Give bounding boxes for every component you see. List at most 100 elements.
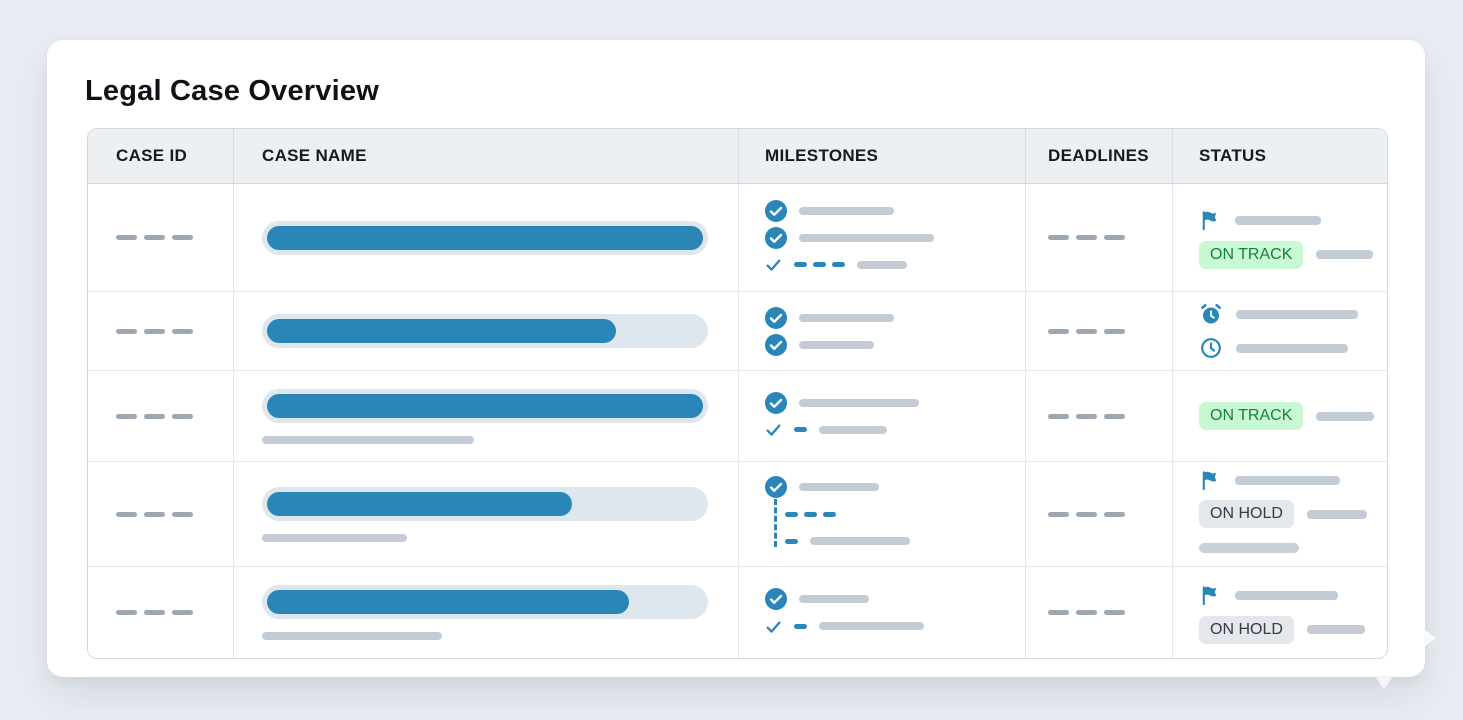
milestone-dashes <box>794 623 807 629</box>
clock-icon <box>1199 336 1223 360</box>
flag-icon <box>1199 469 1222 492</box>
blue-dash-placeholder <box>785 538 798 544</box>
case-name-progress-fill <box>267 393 703 418</box>
milestone-dashes <box>785 538 798 544</box>
table-row[interactable]: ON TRACK <box>88 370 1387 461</box>
status-list: ON TRACK <box>1199 204 1387 272</box>
case-id-placeholder <box>116 511 233 517</box>
column-header-deadlines: DEADLINES <box>1026 129 1173 183</box>
milestone-item <box>765 586 1025 612</box>
status-item: ON HOLD <box>1199 500 1387 528</box>
dash-placeholder <box>172 328 193 334</box>
status-item <box>1199 207 1387 235</box>
case-name-progress-track <box>262 486 708 521</box>
milestone-bar <box>799 398 919 407</box>
milestone-bar <box>810 537 910 545</box>
case-name-progress-track <box>262 220 708 255</box>
page-title: Legal Case Overview <box>85 75 379 107</box>
dash-placeholder <box>1104 328 1125 334</box>
dash-placeholder <box>1104 610 1125 615</box>
milestones-cell <box>739 292 1026 370</box>
milestone-bar <box>799 483 879 491</box>
dash-placeholder <box>116 328 137 334</box>
milestone-bar <box>799 595 869 603</box>
dash-placeholder <box>144 610 165 615</box>
case-id-cell <box>88 371 234 461</box>
status-item <box>1199 582 1387 610</box>
milestones-cell <box>739 371 1026 461</box>
case-id-cell <box>88 184 234 291</box>
milestone-dashes <box>794 262 845 267</box>
dash-placeholder <box>1076 610 1097 615</box>
check-icon <box>765 421 782 438</box>
dash-placeholder <box>1076 511 1097 517</box>
milestone-list <box>765 198 1025 278</box>
check-circle-icon <box>765 476 787 498</box>
blue-dash-placeholder <box>832 262 845 267</box>
case-name-progress-fill <box>267 590 629 614</box>
status-item <box>1199 466 1387 494</box>
milestones-cell <box>739 184 1026 291</box>
status-item <box>1199 534 1387 562</box>
case-id-placeholder <box>116 413 233 419</box>
case-name-progress-track <box>262 314 708 348</box>
case-id-cell <box>88 462 234 566</box>
status-list: ON HOLD <box>1199 463 1387 565</box>
milestone-item <box>765 332 1025 358</box>
case-id-cell <box>88 292 234 370</box>
deadlines-cell <box>1026 292 1173 370</box>
case-name-sub-bar <box>262 632 442 640</box>
milestone-item <box>765 528 1025 554</box>
column-header-status: STATUS <box>1199 146 1267 165</box>
status-cell: ON TRACK <box>1173 184 1387 291</box>
dash-placeholder <box>116 511 137 517</box>
case-id-placeholder <box>116 610 233 615</box>
dash-placeholder <box>1048 511 1069 517</box>
status-item <box>1199 334 1387 362</box>
dash-placeholder <box>144 413 165 419</box>
flag-icon <box>1199 584 1222 607</box>
case-id-cell <box>88 567 234 658</box>
table-row[interactable]: ON HOLD <box>88 461 1387 566</box>
deadline-placeholder <box>1048 235 1172 240</box>
dash-placeholder <box>144 328 165 334</box>
column-header-case-name: CASE NAME <box>234 129 739 183</box>
table-header-row: CASE ID CASE NAME MILESTONES DEADLINES S… <box>88 129 1387 184</box>
deadline-placeholder <box>1048 328 1172 334</box>
status-list: ON TRACK <box>1199 399 1387 433</box>
status-badge: ON TRACK <box>1199 402 1304 430</box>
milestone-item <box>765 198 1025 224</box>
blue-dash-placeholder <box>804 511 817 517</box>
status-bar <box>1316 250 1374 259</box>
case-name-cell <box>234 292 739 370</box>
table-row[interactable]: ON HOLD <box>88 566 1387 658</box>
dash-placeholder <box>1048 413 1069 419</box>
status-badge: ON HOLD <box>1199 615 1294 644</box>
table-row[interactable]: ON TRACK <box>88 184 1387 291</box>
table-row[interactable] <box>88 291 1387 370</box>
dash-placeholder <box>1104 413 1125 419</box>
check-icon <box>765 618 782 635</box>
status-bar <box>1316 411 1375 421</box>
table-body: ON TRACK ON TRACK ON HOLD ON HOLD <box>88 184 1387 658</box>
milestone-bar <box>857 260 907 269</box>
case-name-progress-track <box>262 388 708 423</box>
milestone-list <box>765 390 1025 443</box>
blue-dash-placeholder <box>794 262 807 267</box>
deadline-placeholder <box>1048 610 1172 615</box>
case-name-sub-bar <box>262 533 407 542</box>
status-cell <box>1173 292 1387 370</box>
dash-placeholder <box>1076 328 1097 334</box>
status-cell: ON TRACK <box>1173 371 1387 461</box>
check-circle-icon <box>765 306 787 329</box>
blue-dash-placeholder <box>813 262 826 267</box>
milestone-item <box>765 252 1025 278</box>
alarm-icon <box>1199 302 1223 326</box>
dash-placeholder <box>1048 610 1069 615</box>
case-name-sub-bar <box>262 435 474 444</box>
status-bar <box>1306 509 1367 519</box>
deadline-placeholder <box>1048 511 1172 517</box>
status-item: ON HOLD <box>1199 615 1387 644</box>
status-cell: ON HOLD <box>1173 567 1387 658</box>
blue-dash-placeholder <box>823 511 836 517</box>
